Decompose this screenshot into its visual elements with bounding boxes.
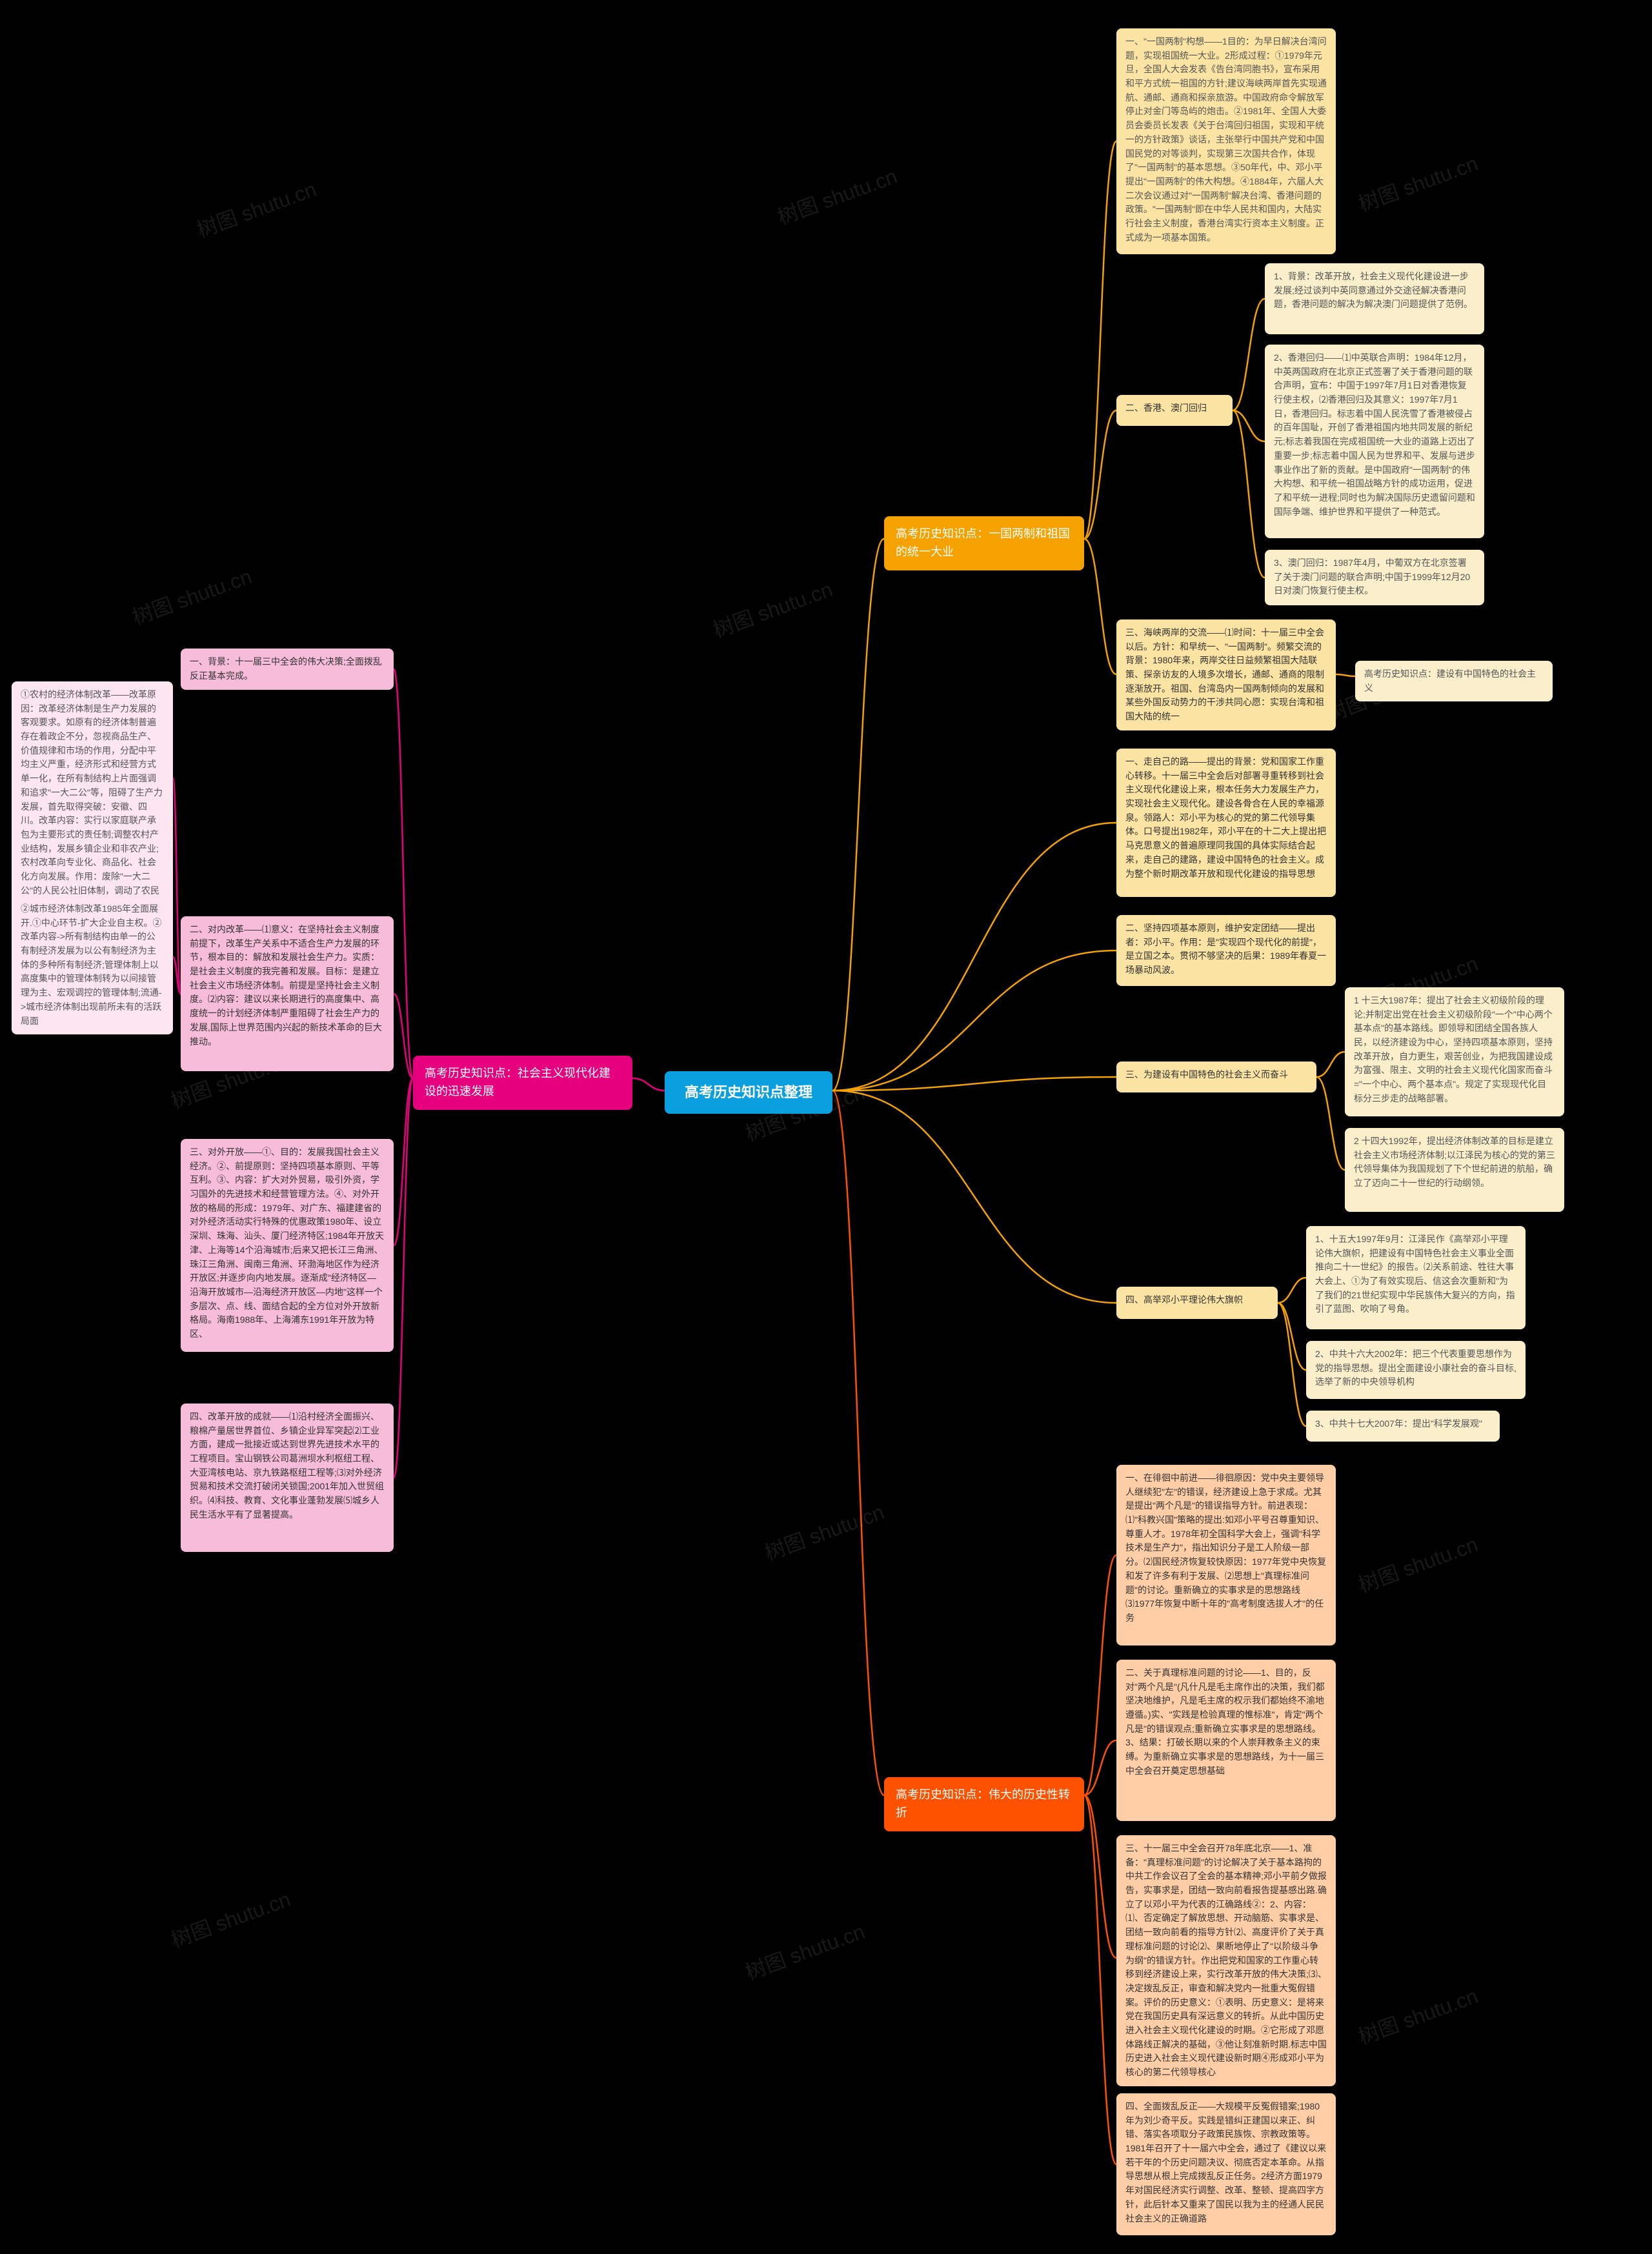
branch-unity: 高考历史知识点：一国两制和祖国的统一大业 [884, 516, 1084, 570]
leaf-node: 3、中共十七大2007年：提出"科学发展观" [1306, 1411, 1500, 1442]
leaf-node: 一、背景：十一届三中全会的伟大决策;全面拨乱反正基本完成。 [181, 649, 394, 690]
leaf-node: 2、中共十六大2002年：把三个代表重要思想作为党的指导思想。提出全面建设小康社… [1306, 1341, 1526, 1399]
leaf-node: 1 十三大1987年：提出了社会主义初级阶段的理论;并制定出党在社会主义初级阶段… [1345, 987, 1564, 1116]
leaf-node: 高考历史知识点：建设有中国特色的社会主义 [1355, 661, 1553, 701]
branch-unity-label: 高考历史知识点：一国两制和祖国的统一大业 [896, 527, 1070, 558]
leaf-node: 2 十四大1992年，提出经济体制改革的目标是建立社会主义市场经济体制;以江泽民… [1345, 1128, 1564, 1212]
watermark: 树图 shutu.cn [1354, 1528, 1482, 1599]
branch-left-label: 高考历史知识点：社会主义现代化建设的迅速发展 [425, 1067, 610, 1098]
branch-turning-point: 高考历史知识点：伟大的历史性转折 [884, 1777, 1084, 1831]
leaf-node: ②城市经济体制改革1985年全面展开.①中心环节-扩大企业自主权。②改革内容->… [12, 896, 173, 1034]
leaf-node: 四、改革开放的成就——⑴沿村经济全面振兴、粮棉产量居世界首位、乡镇企业异军突起⑵… [181, 1404, 394, 1552]
watermark: 树图 shutu.cn [760, 1496, 888, 1567]
watermark: 树图 shutu.cn [773, 160, 901, 231]
leaf-node: 二、香港、澳门回归 [1116, 395, 1233, 426]
leaf-node: 3、澳门回归：1987年4月，中葡双方在北京签署了关于澳门问题的联合声明;中国于… [1265, 550, 1484, 605]
leaf-node: 一、在徘徊中前进——徘徊原因：党中央主要领导人继续犯"左"的错误，经济建设上急于… [1116, 1465, 1336, 1645]
leaf-node: 1、十五大1997年9月：江泽民作《高举邓小平理论伟大旗帜，把建设有中国特色社会… [1306, 1226, 1526, 1329]
center-node: 高考历史知识点整理 [665, 1071, 832, 1114]
leaf-node: 一、走自己的路——提出的背景：党和国家工作重心转移。十一届三中全会后对部署寻重转… [1116, 749, 1336, 897]
watermark: 树图 shutu.cn [741, 1915, 869, 1986]
leaf-node: 三、为建设有中国特色的社会主义而奋斗 [1116, 1062, 1316, 1092]
leaf-node: 2、香港回归——⑴中英联合声明：1984年12月，中英两国政府在北京正式签署了关… [1265, 345, 1484, 538]
leaf-node: 四、高举邓小平理论伟大旗帜 [1116, 1287, 1278, 1319]
watermark: 树图 shutu.cn [192, 173, 320, 244]
watermark: 树图 shutu.cn [709, 573, 836, 644]
leaf-node: 二、关于真理标准问题的讨论——1、目的，反对"两个凡是"(凡什凡是毛主席作出的决… [1116, 1660, 1336, 1821]
leaf-node: 1、背景：改革开放，社会主义现代化建设进一步发展;经过谈判中英同意通过外交途径解… [1265, 263, 1484, 334]
watermark: 树图 shutu.cn [166, 1883, 294, 1954]
leaf-node: 三、十一届三中全会召开78年底北京——1、准备："真理标准问题"的讨论解决了关于… [1116, 1835, 1336, 2086]
center-label: 高考历史知识点整理 [685, 1084, 812, 1100]
leaf-node: 一、"一国两制"构想——1目的：为早日解决台湾问题，实现祖国统一大业。2形成过程… [1116, 28, 1336, 254]
watermark: 树图 shutu.cn [1354, 1980, 1482, 2051]
connector-layer [0, 0, 1652, 2254]
watermark: 树图 shutu.cn [128, 560, 256, 631]
branch-turning-point-label: 高考历史知识点：伟大的历史性转折 [896, 1788, 1070, 1819]
leaf-node: 三、海峡两岸的交流——⑴时间：十一届三中全会以后。方针：和早统一、"一国两制"。… [1116, 619, 1336, 730]
watermark: 树图 shutu.cn [1354, 147, 1482, 218]
leaf-node: 二、对内改革——⑴意义：在坚持社会主义制度前提下，改革生产关系中不适合生产力发展… [181, 916, 394, 1071]
leaf-node: 三、对外开放——①、目的：发展我国社会主义经济。②、前提原则：坚持四项基本原则、… [181, 1139, 394, 1352]
leaf-node: 四、全面拨乱反正——大规模平反冤假错案;1980年为刘少奇平反。实践是错纠正建国… [1116, 2093, 1336, 2235]
branch-left: 高考历史知识点：社会主义现代化建设的迅速发展 [413, 1056, 632, 1110]
leaf-node: 二、坚持四项基本原则，维护安定团结——提出者：邓小平。作用：是"实现四个现代化的… [1116, 915, 1336, 986]
